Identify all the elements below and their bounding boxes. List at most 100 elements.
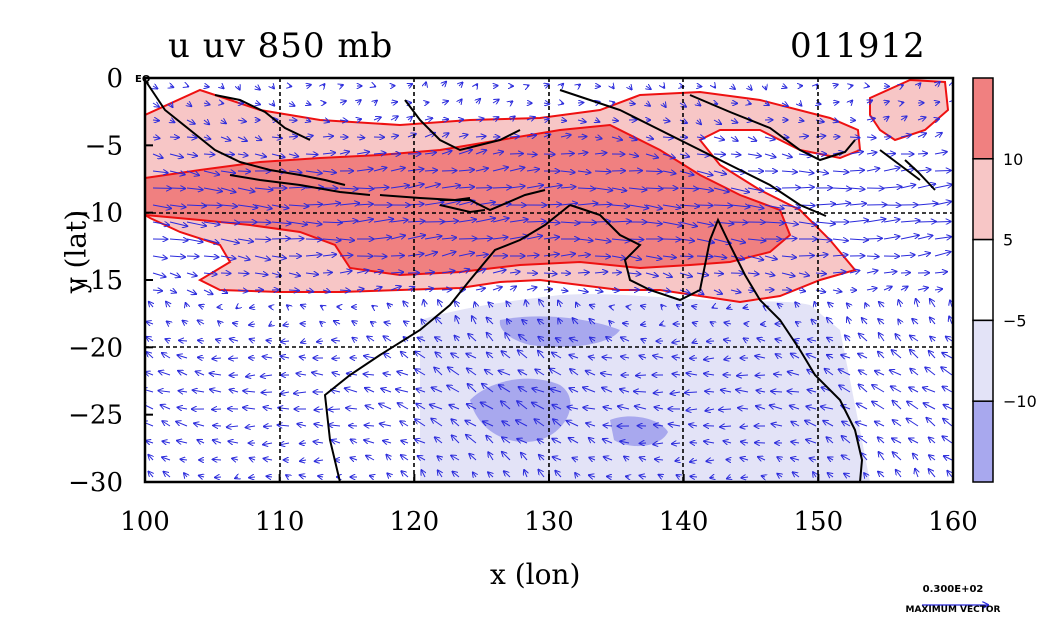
wind-vector <box>213 425 222 426</box>
wind-vector <box>811 320 816 324</box>
wind-vector <box>675 460 680 461</box>
y-axis-label: y (lat) <box>59 209 93 294</box>
wind-vector <box>553 419 562 427</box>
wind-vector <box>306 120 310 121</box>
wind-vector <box>646 103 650 106</box>
wind-vector <box>611 205 629 206</box>
wind-vector <box>578 84 580 86</box>
wind-vector <box>485 370 494 376</box>
wind-vector <box>456 316 459 325</box>
wind-vector <box>424 236 442 239</box>
wind-vector <box>672 341 681 343</box>
wind-vector <box>696 205 713 206</box>
wind-vector <box>517 401 528 410</box>
wind-vector <box>373 117 381 120</box>
wind-vector <box>451 419 460 427</box>
wind-vector <box>561 84 563 86</box>
wind-vector <box>861 453 868 461</box>
wind-vector <box>516 420 528 427</box>
colorbar: 10 5 −5 −10 <box>972 77 1037 483</box>
wind-vector <box>697 103 700 105</box>
wind-vector <box>492 152 503 154</box>
wind-vector <box>288 273 300 276</box>
wind-vector <box>662 221 682 226</box>
wind-vector <box>170 103 172 107</box>
wind-vector <box>612 86 614 88</box>
wind-vector <box>164 472 171 478</box>
wind-vector <box>594 256 610 257</box>
wind-vector <box>662 154 675 158</box>
wind-vector <box>404 321 408 324</box>
wind-vector <box>509 286 516 290</box>
wind-vector <box>713 137 724 140</box>
wind-vector <box>272 86 274 88</box>
wind-vector <box>521 453 528 461</box>
wind-vector <box>448 367 460 376</box>
wind-vector <box>808 339 817 341</box>
wind-vector <box>815 222 835 224</box>
wind-vector <box>776 354 783 358</box>
wind-vector <box>334 321 341 324</box>
wind-vector <box>609 321 612 324</box>
wind-vector <box>493 117 498 120</box>
wind-vector <box>345 388 358 392</box>
wind-vector <box>893 401 902 410</box>
wind-vector <box>148 472 153 477</box>
wind-vector <box>798 290 805 291</box>
wind-vector <box>890 370 902 376</box>
wind-vector <box>923 387 936 393</box>
wind-vector <box>296 373 307 375</box>
wind-vector <box>475 254 488 256</box>
wind-vector <box>543 185 562 188</box>
wind-vector <box>365 425 375 426</box>
wind-vector <box>198 357 205 358</box>
wind-vector <box>704 441 715 443</box>
wind-vector <box>560 290 567 291</box>
wind-vector <box>203 137 210 139</box>
wind-vector <box>317 341 324 342</box>
wind-vector <box>777 474 782 477</box>
wind-vector <box>271 154 285 157</box>
wind-vector <box>475 238 492 239</box>
wind-vector <box>220 290 227 293</box>
wind-vector <box>704 374 715 375</box>
wind-vector <box>306 103 310 105</box>
wind-vector <box>435 437 443 444</box>
wind-vector <box>339 120 347 121</box>
wind-vector <box>441 252 456 257</box>
wind-vector <box>724 340 732 341</box>
wind-vector <box>602 357 613 358</box>
wind-vector <box>934 152 947 154</box>
wind-vector <box>737 375 749 376</box>
wind-vector <box>526 154 537 155</box>
wind-vector <box>892 438 902 444</box>
wind-vector <box>458 253 474 256</box>
wind-vector <box>458 135 468 137</box>
wind-vector <box>183 321 187 324</box>
wind-vector <box>895 334 902 342</box>
wind-vector <box>169 221 187 226</box>
wind-vector <box>827 355 834 358</box>
wind-vector <box>322 272 332 273</box>
y-tick-label: −30 <box>68 468 123 498</box>
wind-vector <box>452 435 460 444</box>
wind-vector <box>289 103 295 106</box>
wind-vector <box>730 239 745 243</box>
wind-vector <box>145 372 154 375</box>
wind-vector <box>203 238 219 243</box>
wind-vector <box>618 406 630 409</box>
wind-vector <box>611 256 625 259</box>
x-tick-label: 110 <box>255 507 305 537</box>
wind-vector <box>390 116 398 120</box>
wind-vector <box>198 340 205 341</box>
wind-vector <box>679 221 697 226</box>
wind-vector <box>713 171 726 174</box>
wind-vector <box>917 288 928 290</box>
wind-vector <box>850 85 852 86</box>
wind-vector <box>199 475 204 477</box>
wind-vector <box>332 358 341 359</box>
wind-vector <box>152 103 159 107</box>
wind-vector <box>946 337 953 341</box>
wind-vector <box>263 407 273 409</box>
wind-vector <box>781 222 798 224</box>
